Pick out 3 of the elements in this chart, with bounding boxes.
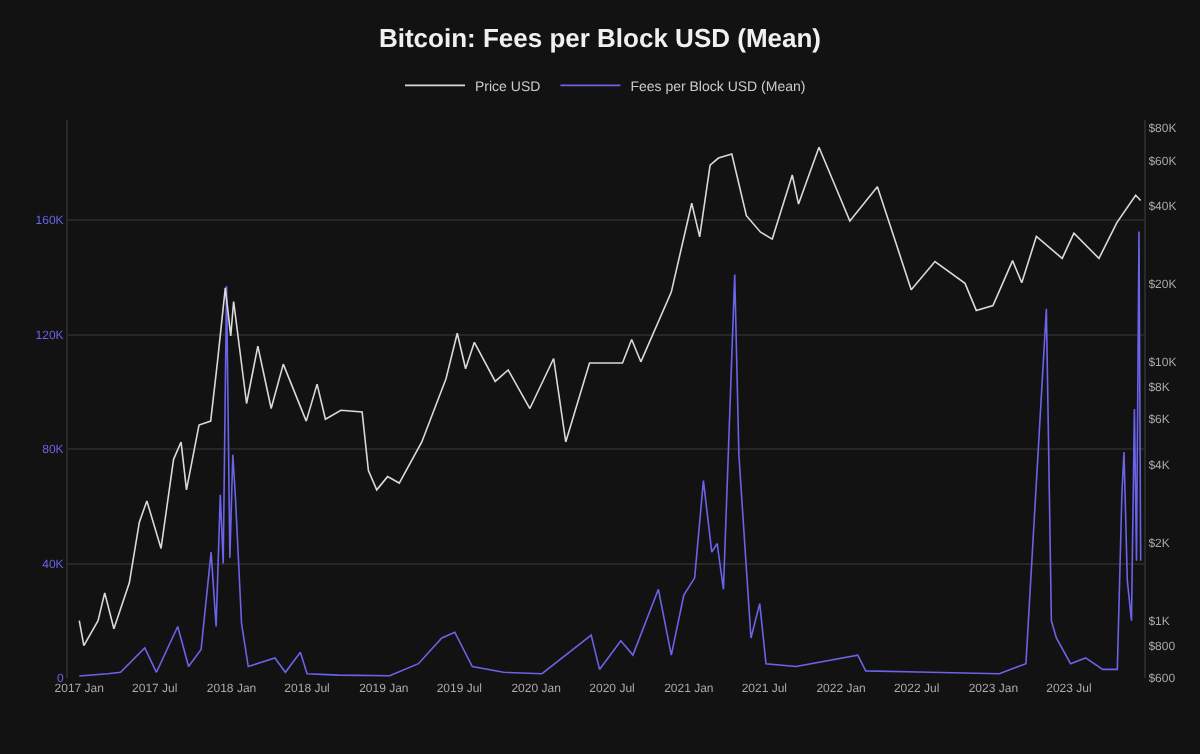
chart-title: Bitcoin: Fees per Block USD (Mean) — [378, 22, 822, 53]
line-series — [78, 146, 1142, 647]
line-series — [78, 230, 1142, 677]
